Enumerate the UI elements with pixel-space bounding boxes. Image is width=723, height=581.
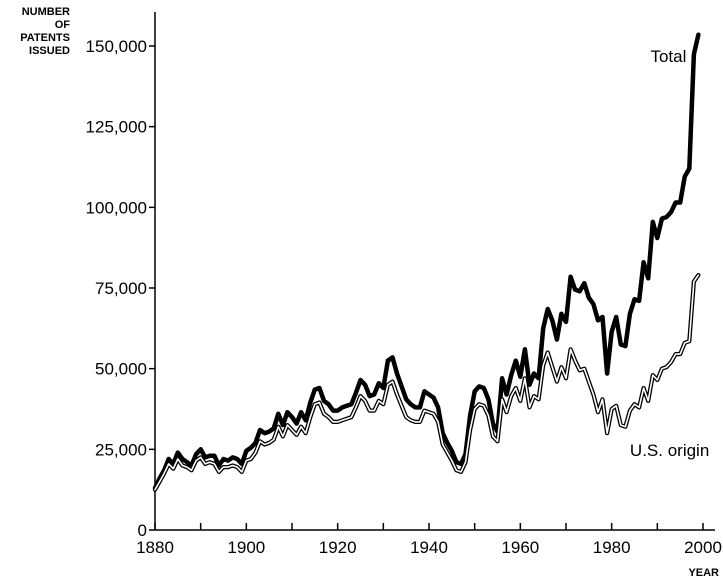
- axes: 0 25,000 50,000 75,000 100,000 125,000 150,000…: [86, 12, 722, 557]
- x-tick-label: 1880: [136, 538, 174, 557]
- x-tick-label: 1920: [319, 538, 357, 557]
- y-tick-label: 150,000: [86, 37, 147, 56]
- y-tick-label: 75,000: [95, 279, 147, 298]
- y-tick-label: 0: [138, 521, 147, 540]
- y-tick-label: 125,000: [86, 118, 147, 137]
- y-ticks: 0 25,000 50,000 75,000 100,000 125,000 150,000: [86, 37, 155, 540]
- y-axis-label-line-2: OF: [54, 19, 70, 31]
- x-tick-label: 1940: [410, 538, 448, 557]
- x-axis-label: YEAR: [688, 567, 719, 579]
- series-line-u-s-origin-inner: [154, 274, 700, 491]
- y-axis-label-line-4: ISSUED: [29, 45, 70, 57]
- y-tick-label: 50,000: [95, 360, 147, 379]
- series-layer: [152, 32, 701, 492]
- series-label-total: Total: [650, 47, 686, 66]
- y-tick-label: 100,000: [86, 198, 147, 217]
- y-axis-label-line-1: NUMBER: [21, 6, 70, 18]
- x-tick-label: 1960: [501, 538, 539, 557]
- series-line-total: [152, 32, 701, 491]
- x-ticks: 1880 1900 1920 1940 1960 1980 2000: [136, 523, 722, 557]
- x-tick-label: 2000: [684, 538, 722, 557]
- y-axis-label-line-3: PATENTS: [20, 32, 70, 44]
- y-axis-label: NUMBER OF PATENTS ISSUED: [4, 6, 70, 58]
- series-labels: Total U.S. origin: [630, 47, 709, 460]
- series-label-u-s-origin: U.S. origin: [630, 441, 709, 460]
- x-tick-label: 1900: [227, 538, 265, 557]
- y-tick-label: 25,000: [95, 440, 147, 459]
- x-tick-label: 1980: [593, 538, 631, 557]
